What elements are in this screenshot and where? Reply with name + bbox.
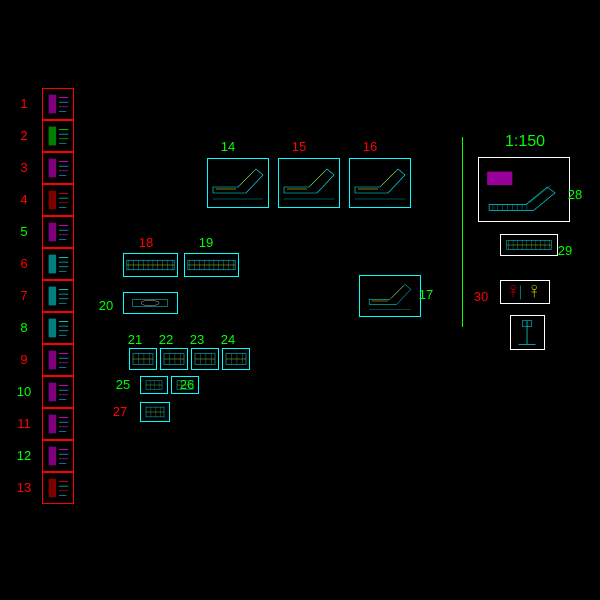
drawing-panel[interactable]: [123, 292, 178, 314]
sidebar-thumb[interactable]: [42, 280, 74, 312]
panel-number: 27: [113, 404, 127, 419]
sidebar-number: 2: [20, 128, 27, 143]
drawing-panel[interactable]: [160, 348, 188, 370]
scale-text: 1:150: [505, 133, 545, 151]
sidebar-thumb[interactable]: [42, 312, 74, 344]
panel-number: 29: [558, 243, 572, 258]
panel-number: 15: [292, 139, 306, 154]
panel-number: 26: [180, 377, 194, 392]
sidebar-thumb[interactable]: [42, 88, 74, 120]
panel-number: 20: [99, 298, 113, 313]
drawing-panel[interactable]: [349, 158, 411, 208]
sidebar-number: 3: [20, 160, 27, 175]
sidebar-thumb[interactable]: [42, 184, 74, 216]
sidebar-thumb[interactable]: [42, 376, 74, 408]
sidebar-thumb[interactable]: [42, 152, 74, 184]
drawing-panel[interactable]: [500, 280, 550, 304]
drawing-panel[interactable]: [207, 158, 269, 208]
panel-number: 17: [419, 287, 433, 302]
sidebar-number: 11: [17, 416, 31, 431]
drawing-panel[interactable]: [140, 376, 168, 394]
divider-line: [462, 137, 463, 327]
sidebar-thumb[interactable]: [42, 248, 74, 280]
panel-number: 22: [159, 332, 173, 347]
drawing-panel[interactable]: [184, 253, 239, 277]
sidebar-thumb[interactable]: [42, 408, 74, 440]
sidebar-thumb[interactable]: [42, 120, 74, 152]
sidebar-number: 4: [20, 192, 27, 207]
sidebar-number: 7: [20, 288, 27, 303]
sidebar-number: 13: [17, 480, 31, 495]
sidebar-thumb[interactable]: [42, 472, 74, 504]
panel-number: 18: [139, 235, 153, 250]
panel-number: 14: [221, 139, 235, 154]
drawing-panel[interactable]: [191, 348, 219, 370]
panel-number: 21: [128, 332, 142, 347]
sidebar-number: 8: [20, 320, 27, 335]
panel-number: 19: [199, 235, 213, 250]
drawing-panel[interactable]: [278, 158, 340, 208]
sidebar-thumb[interactable]: [42, 440, 74, 472]
sidebar-thumb[interactable]: [42, 344, 74, 376]
sidebar-number: 1: [20, 96, 27, 111]
drawing-panel[interactable]: [510, 315, 545, 350]
panel-number: 16: [363, 139, 377, 154]
panel-number: 28: [568, 187, 582, 202]
drawing-panel[interactable]: [359, 275, 421, 317]
panel-number: 30: [474, 289, 488, 304]
panel-number: 23: [190, 332, 204, 347]
drawing-panel[interactable]: [500, 234, 558, 256]
drawing-panel[interactable]: [140, 402, 170, 422]
drawing-panel[interactable]: [222, 348, 250, 370]
sidebar-number: 6: [20, 256, 27, 271]
sidebar-number: 5: [20, 224, 27, 239]
drawing-panel[interactable]: [123, 253, 178, 277]
drawing-panel[interactable]: [129, 348, 157, 370]
sidebar-number: 12: [17, 448, 31, 463]
sidebar-number: 9: [20, 352, 27, 367]
sidebar-thumb[interactable]: [42, 216, 74, 248]
sidebar-number: 10: [17, 384, 31, 399]
drawing-panel[interactable]: [478, 157, 570, 222]
panel-number: 24: [221, 332, 235, 347]
panel-number: 25: [116, 377, 130, 392]
